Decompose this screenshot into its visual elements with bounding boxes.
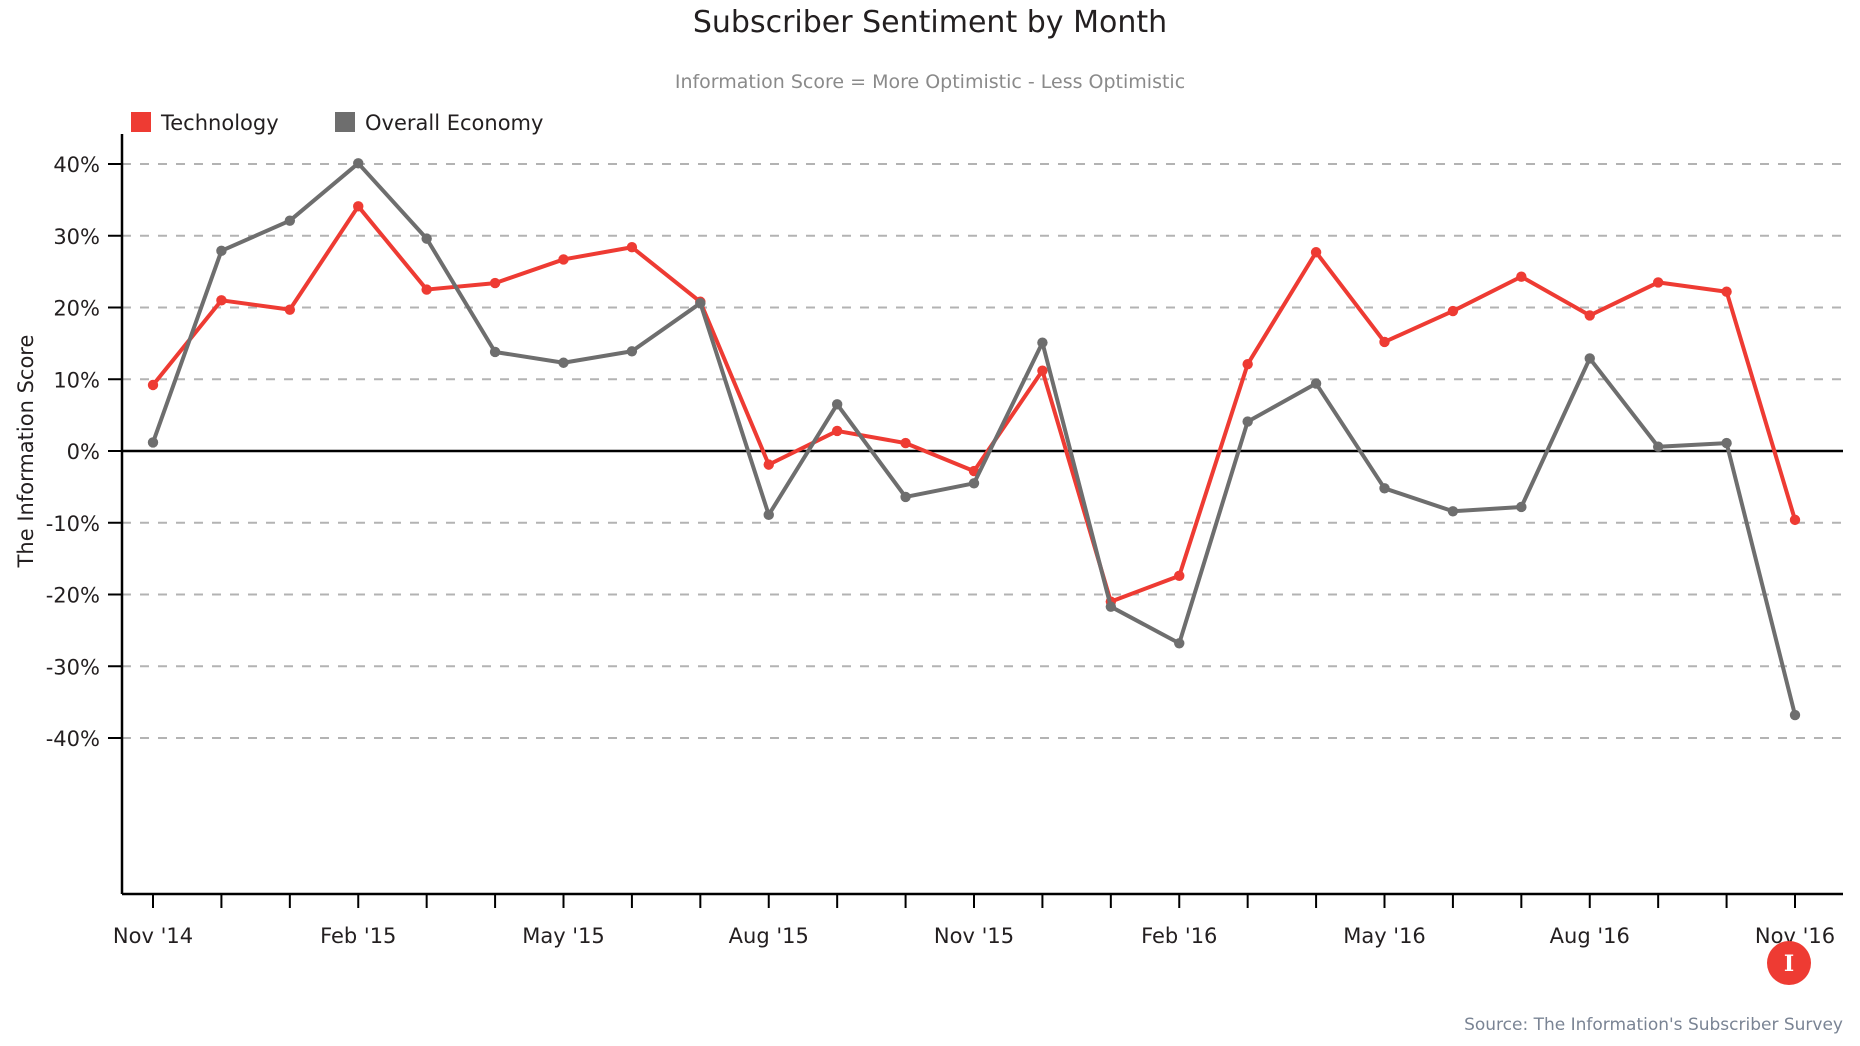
legend-label[interactable]: Overall Economy bbox=[365, 111, 543, 135]
data-point bbox=[216, 295, 227, 306]
data-point bbox=[353, 158, 364, 169]
y-tick-label: -20% bbox=[46, 584, 100, 608]
data-point bbox=[558, 254, 569, 265]
data-point bbox=[626, 242, 638, 253]
data-point bbox=[1105, 601, 1117, 612]
data-point bbox=[1584, 353, 1595, 364]
data-point bbox=[831, 399, 843, 410]
data-point bbox=[1789, 514, 1801, 526]
y-tick-label: 0% bbox=[67, 440, 100, 464]
data-point bbox=[695, 297, 706, 309]
data-point bbox=[284, 304, 296, 315]
data-point bbox=[421, 284, 432, 295]
y-tick-label: -40% bbox=[46, 727, 100, 751]
series-overall-economy bbox=[147, 158, 1801, 721]
legend-swatch[interactable] bbox=[131, 112, 151, 132]
data-point bbox=[1379, 336, 1390, 348]
legend-label[interactable]: Technology bbox=[160, 111, 279, 135]
data-point bbox=[1789, 709, 1801, 721]
data-point bbox=[1379, 483, 1390, 494]
data-point bbox=[147, 437, 159, 448]
data-point bbox=[763, 509, 774, 521]
data-point bbox=[1584, 310, 1595, 321]
data-point bbox=[421, 233, 432, 244]
chart-legend: Technology Overall Economy bbox=[131, 111, 543, 135]
data-point bbox=[1310, 378, 1322, 389]
data-point bbox=[1516, 271, 1527, 282]
data-point bbox=[1174, 570, 1185, 582]
x-tick-label: May '15 bbox=[522, 924, 605, 948]
y-tick-label: 20% bbox=[53, 297, 100, 321]
y-axis-ticks: 40% 30% 20% 10% 0% -10% -20% -30% -40% bbox=[46, 153, 122, 751]
data-point bbox=[1242, 358, 1253, 370]
x-tick-label: Feb '16 bbox=[1141, 924, 1217, 948]
data-point bbox=[353, 201, 364, 212]
data-point bbox=[1447, 506, 1459, 517]
x-axis-ticks: Nov '14 Feb '15 May '15 Aug '15 Nov '15 Feb '… bbox=[113, 894, 1835, 948]
chart-subtitle: Information Score = More Optimistic - Le… bbox=[675, 71, 1185, 93]
x-tick-label: Aug '15 bbox=[729, 924, 809, 948]
data-point bbox=[763, 459, 774, 470]
data-point bbox=[1037, 365, 1048, 376]
data-point bbox=[1652, 277, 1664, 288]
data-point bbox=[626, 346, 638, 357]
data-point bbox=[284, 215, 296, 226]
legend-swatch[interactable] bbox=[335, 112, 355, 132]
data-point bbox=[1721, 286, 1732, 297]
data-point bbox=[558, 357, 569, 368]
data-point bbox=[1721, 437, 1732, 449]
data-point bbox=[1310, 247, 1322, 258]
data-point bbox=[489, 277, 501, 289]
y-tick-label: -10% bbox=[46, 512, 100, 536]
data-point bbox=[1652, 441, 1664, 452]
data-point bbox=[900, 437, 911, 449]
data-point bbox=[216, 245, 227, 257]
x-tick-label: Nov '15 bbox=[934, 924, 1014, 948]
data-point bbox=[1037, 337, 1048, 348]
data-point bbox=[1516, 501, 1527, 513]
logo-circle bbox=[1767, 941, 1811, 985]
page-title: Subscriber Sentiment by Month bbox=[693, 5, 1167, 40]
data-point bbox=[900, 491, 911, 503]
x-tick-label: Aug '16 bbox=[1550, 924, 1630, 948]
y-tick-label: -30% bbox=[46, 655, 100, 679]
data-point bbox=[831, 425, 843, 437]
x-tick-label: Feb '15 bbox=[320, 924, 396, 948]
y-tick-label: 30% bbox=[53, 225, 100, 249]
y-tick-label: 10% bbox=[53, 368, 100, 392]
y-axis-title: The Information Score bbox=[14, 335, 38, 569]
data-point bbox=[489, 346, 501, 358]
x-tick-label: May '16 bbox=[1343, 924, 1426, 948]
y-tick-label: 40% bbox=[53, 153, 100, 177]
data-point bbox=[1174, 638, 1185, 649]
data-point bbox=[968, 478, 980, 489]
data-series bbox=[147, 158, 1801, 721]
source-attribution: Source: The Information's Subscriber Sur… bbox=[1464, 1015, 1843, 1035]
data-point bbox=[147, 379, 159, 391]
data-point bbox=[1242, 416, 1253, 427]
x-tick-label: Nov '14 bbox=[113, 924, 193, 948]
data-point bbox=[1447, 305, 1459, 317]
logo-letter: I bbox=[1784, 951, 1794, 977]
brand-logo: I bbox=[1767, 941, 1811, 985]
